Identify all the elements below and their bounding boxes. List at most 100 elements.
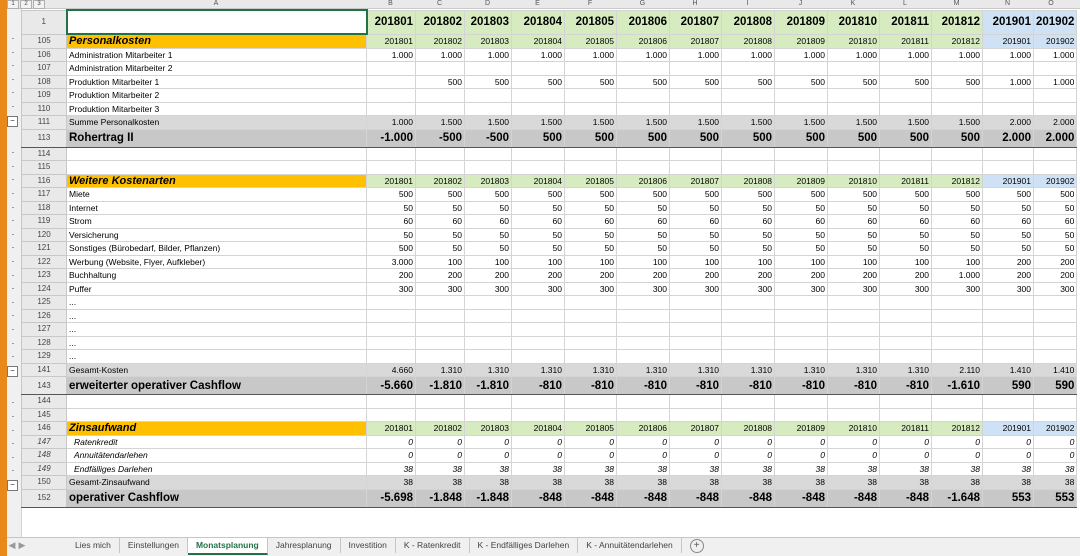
outline-level-button[interactable]: 3 — [33, 0, 45, 9]
value-cell[interactable] — [669, 394, 722, 409]
value-cell[interactable]: -810 — [879, 376, 932, 395]
value-cell[interactable] — [931, 295, 983, 310]
value-cell[interactable]: 200 — [721, 268, 775, 283]
period-header-cell[interactable]: 201806 — [616, 9, 670, 35]
period-header-cell[interactable]: 201812 — [931, 421, 983, 436]
value-cell[interactable]: 300 — [564, 281, 617, 296]
value-cell[interactable]: 300 — [982, 281, 1034, 296]
value-cell[interactable]: 38 — [931, 461, 983, 476]
row-label-cell[interactable]: ... — [66, 295, 367, 310]
value-cell[interactable]: -848 — [774, 488, 828, 508]
value-cell[interactable] — [931, 322, 983, 337]
value-cell[interactable] — [774, 101, 828, 116]
value-cell[interactable] — [774, 394, 828, 409]
row-number[interactable]: 128 — [21, 335, 67, 350]
value-cell[interactable]: 60 — [721, 214, 775, 229]
row-number[interactable]: 123 — [21, 268, 67, 283]
value-cell[interactable]: -810 — [669, 376, 722, 395]
period-header-cell[interactable]: 201808 — [721, 421, 775, 436]
value-cell[interactable]: 50 — [415, 227, 465, 242]
value-cell[interactable]: 50 — [931, 241, 983, 256]
value-cell[interactable] — [464, 335, 512, 350]
row-number[interactable]: 125 — [21, 295, 67, 310]
value-cell[interactable]: 500 — [774, 128, 828, 148]
value-cell[interactable]: 50 — [721, 241, 775, 256]
value-cell[interactable]: 50 — [366, 200, 416, 215]
column-letter[interactable]: E — [535, 0, 540, 7]
value-cell[interactable]: 500 — [827, 128, 880, 148]
value-cell[interactable]: 100 — [511, 254, 565, 269]
value-cell[interactable]: 500 — [721, 187, 775, 202]
value-cell[interactable]: 300 — [721, 281, 775, 296]
value-cell[interactable] — [827, 407, 880, 422]
value-cell[interactable] — [511, 322, 565, 337]
sheet-tab[interactable]: K - Endfälliges Darlehen — [470, 538, 579, 553]
value-cell[interactable]: -810 — [721, 376, 775, 395]
period-header-cell[interactable]: 201809 — [774, 421, 828, 436]
value-cell[interactable]: 60 — [774, 214, 828, 229]
value-cell[interactable] — [931, 61, 983, 76]
period-header-cell[interactable]: 201811 — [879, 9, 932, 35]
value-cell[interactable] — [982, 295, 1034, 310]
value-cell[interactable] — [464, 407, 512, 422]
period-header-cell[interactable]: 201801 — [366, 173, 416, 188]
value-cell[interactable] — [774, 160, 828, 175]
value-cell[interactable] — [827, 88, 880, 103]
value-cell[interactable] — [721, 101, 775, 116]
value-cell[interactable]: -5.660 — [366, 376, 416, 395]
row-label-cell[interactable]: Strom — [66, 214, 367, 229]
value-cell[interactable] — [511, 349, 565, 364]
column-letter[interactable]: O — [1048, 0, 1054, 7]
value-cell[interactable]: 1.310 — [721, 362, 775, 377]
value-cell[interactable] — [774, 146, 828, 161]
value-cell[interactable]: 50 — [564, 200, 617, 215]
value-cell[interactable]: 200 — [1032, 268, 1078, 283]
value-cell[interactable] — [415, 335, 465, 350]
value-cell[interactable]: 500 — [721, 128, 775, 148]
period-header-cell[interactable]: 201812 — [931, 33, 983, 49]
row-label-cell[interactable]: Buchhaltung — [66, 268, 367, 283]
row-number[interactable]: 149 — [21, 461, 67, 476]
value-cell[interactable] — [366, 394, 416, 409]
value-cell[interactable] — [366, 146, 416, 161]
value-cell[interactable]: 1.310 — [669, 362, 722, 377]
value-cell[interactable]: 38 — [415, 475, 465, 490]
row-label-cell[interactable]: Zinsaufwand — [66, 421, 367, 436]
value-cell[interactable]: 1.310 — [464, 362, 512, 377]
value-cell[interactable]: 50 — [669, 241, 722, 256]
period-header-cell[interactable]: 201808 — [721, 173, 775, 188]
value-cell[interactable]: 50 — [982, 200, 1034, 215]
value-cell[interactable] — [1032, 101, 1078, 116]
value-cell[interactable]: 0 — [366, 448, 416, 463]
value-cell[interactable] — [564, 101, 617, 116]
row-label-cell[interactable]: Produktion Mitarbeiter 2 — [66, 88, 367, 103]
value-cell[interactable]: 1.000 — [511, 47, 565, 62]
value-cell[interactable] — [616, 146, 670, 161]
value-cell[interactable]: 2.000 — [1032, 128, 1078, 148]
row-label-cell[interactable]: erweiterter operativer Cashflow — [66, 376, 367, 395]
value-cell[interactable]: 38 — [616, 461, 670, 476]
value-cell[interactable] — [415, 349, 465, 364]
value-cell[interactable] — [511, 335, 565, 350]
value-cell[interactable]: 0 — [669, 448, 722, 463]
row-number[interactable]: 126 — [21, 308, 67, 323]
value-cell[interactable]: 1.500 — [774, 115, 828, 130]
row-number[interactable]: 113 — [21, 128, 67, 148]
value-cell[interactable]: 50 — [982, 241, 1034, 256]
row-label-cell[interactable]: Administration Mitarbeiter 2 — [66, 61, 367, 76]
value-cell[interactable]: 500 — [1032, 187, 1078, 202]
value-cell[interactable] — [721, 407, 775, 422]
value-cell[interactable] — [1032, 88, 1078, 103]
value-cell[interactable]: 500 — [879, 128, 932, 148]
value-cell[interactable]: 0 — [721, 448, 775, 463]
value-cell[interactable]: 50 — [721, 200, 775, 215]
value-cell[interactable] — [564, 295, 617, 310]
row-label-cell[interactable]: Personalkosten — [66, 33, 367, 49]
row-number[interactable]: 129 — [21, 349, 67, 364]
value-cell[interactable] — [415, 295, 465, 310]
value-cell[interactable]: 38 — [721, 461, 775, 476]
value-cell[interactable]: 50 — [415, 200, 465, 215]
period-header-cell[interactable]: 201811 — [879, 421, 932, 436]
value-cell[interactable]: 1.500 — [827, 115, 880, 130]
value-cell[interactable] — [616, 61, 670, 76]
